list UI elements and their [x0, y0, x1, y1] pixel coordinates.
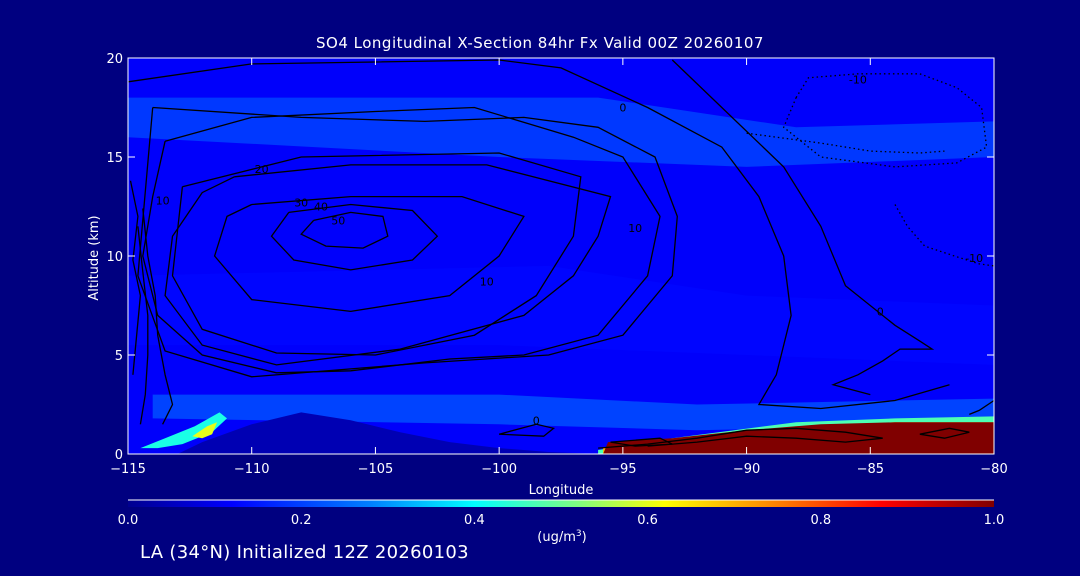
colorbar-units-label: (ug/m3) [537, 529, 586, 545]
contour-label-4: 10 [96, 137, 110, 150]
y-tick-label-0: 0 [115, 448, 123, 463]
contour-line-16 [137, 226, 149, 425]
shaded-region-upper-band [128, 97, 994, 167]
contour-line-13 [969, 399, 994, 416]
contour-line-11 [598, 427, 883, 449]
x-tick-label-3: −100 [481, 462, 517, 477]
chart-title: SO4 Longitudinal X-Section 84hr Fx Valid… [316, 34, 764, 52]
colorbar-tick-label-1: 0.2 [291, 513, 312, 528]
colorbar-tick-label-4: 0.8 [810, 513, 831, 528]
y-tick-label-2: 10 [106, 250, 123, 265]
contour-label-5: 10 [480, 276, 494, 289]
contour-label-1: 30 [294, 197, 308, 210]
contour-line-19 [746, 132, 945, 154]
contour-label-7: 0 [619, 102, 626, 115]
shaded-region-plume-west-core [192, 422, 218, 439]
contour-line-8 [671, 59, 935, 396]
x-tick-label-2: −105 [358, 462, 394, 477]
contour-line-5 [171, 152, 582, 356]
x-tick-label-6: −85 [857, 462, 884, 477]
contour-label-18: -10 [965, 252, 983, 265]
colorbar-tick-label-3: 0.6 [637, 513, 658, 528]
x-tick-label-1: −110 [234, 462, 270, 477]
contour-label-2: 40 [314, 201, 328, 214]
axes-layer: −115 −110 −105 −100 −95 −90 −85 −80 0 5 10 15 20 [106, 52, 1007, 477]
x-tick-label-0: −115 [110, 462, 146, 477]
contour-label-9: 0 [533, 414, 540, 427]
run-info-label: LA (34°N) Initialized 12Z 20260103 [140, 542, 469, 563]
colorbar-tick-label-5: 1.0 [984, 513, 1005, 528]
contour-layer [128, 59, 994, 449]
colorbar [128, 500, 994, 507]
contour-label-14: 10 [156, 195, 170, 208]
x-tick-label-7: −80 [980, 462, 1007, 477]
contour-line-2 [270, 203, 439, 271]
contour-label-8: 0 [877, 305, 884, 318]
colorbar-ticks: 0.0 0.2 0.4 0.6 0.8 1.0 [118, 513, 1005, 528]
shaded-region-mid-band [128, 265, 994, 365]
y-tick-label-4: 20 [106, 52, 123, 67]
x-tick-label-5: −90 [733, 462, 760, 477]
contour-line-6 [137, 106, 678, 378]
x-tick-label-4: −95 [609, 462, 636, 477]
contour-line-3 [300, 211, 389, 249]
contour-line-7 [128, 59, 950, 410]
y-tick-label-1: 5 [115, 349, 123, 364]
shaded-region-plume-west [140, 412, 227, 449]
contour-label-3: 50 [331, 214, 345, 227]
contour-label-17: -10 [849, 74, 867, 87]
contour-label-6: 10 [628, 222, 642, 235]
contour-line-14 [129, 180, 142, 375]
colorbar-tick-label-2: 0.4 [464, 513, 485, 528]
shaded-region-low-band [152, 394, 994, 431]
contour-line-9 [498, 423, 556, 437]
x-axis-label: Longitude [529, 483, 594, 498]
colorbar-tick-label-0: 0.0 [118, 513, 139, 528]
contour-label-0: 20 [255, 163, 269, 176]
shaded-region-terrain [177, 412, 599, 454]
contour-line-1 [213, 195, 525, 313]
contour-line-15 [142, 208, 174, 425]
contour-line-12 [919, 427, 970, 439]
y-tick-label-3: 15 [106, 151, 123, 166]
contour-line-17 [782, 73, 988, 168]
y-axis-label: Altitude (km) [87, 215, 102, 300]
contour-line-0 [164, 164, 612, 366]
